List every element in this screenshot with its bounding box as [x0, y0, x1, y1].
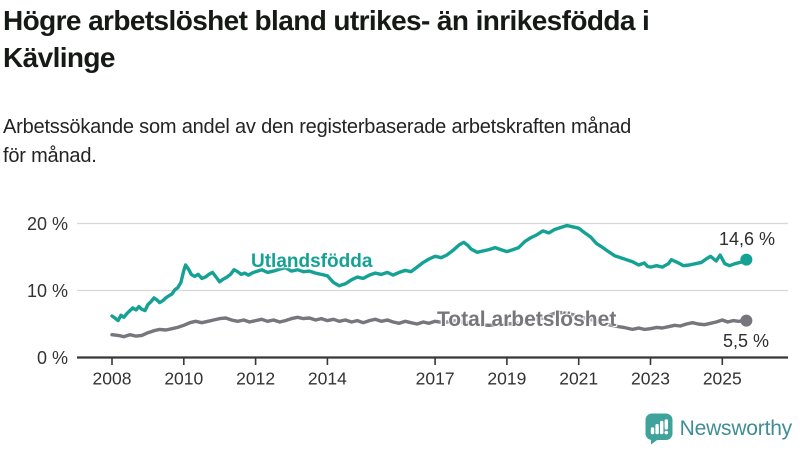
title-line-2: Kävlinge: [3, 42, 116, 73]
page-title: Högre arbetslöshet bland utrikes- än inr…: [3, 2, 650, 76]
series-label-utlandsfodda: Utlandsfödda: [251, 251, 373, 272]
x-axis-tick-label: 2008: [93, 369, 132, 389]
series-end-dot-total: [740, 314, 753, 327]
subtitle-line-2: för månad.: [3, 145, 97, 167]
newsworthy-wordmark: Newsworthy: [679, 417, 793, 440]
series-label-total-arbetsloshet: Total arbetslöshet: [437, 308, 617, 331]
x-axis-tick-label: 2025: [703, 369, 742, 389]
y-axis-tick-label: 20 %: [27, 214, 68, 234]
newsworthy-bars-icon: [645, 413, 673, 445]
y-axis-tick-label: 0 %: [37, 348, 68, 368]
title-line-1: Högre arbetslöshet bland utrikes- än inr…: [3, 5, 650, 36]
series-line-utlandsfodda: [110, 223, 749, 323]
x-axis-tick-label: 2021: [559, 369, 598, 389]
series-end-dot-utlandsfodda: [740, 253, 753, 266]
end-value-label-utlandsfodda: 14,6 %: [719, 229, 776, 249]
chart-subtitle: Arbetssökande som andel av den registerb…: [3, 113, 631, 171]
series-line-total: [110, 310, 749, 339]
x-axis-tick-label: 2017: [416, 369, 455, 389]
subtitle-line-1: Arbetssökande som andel av den registerb…: [3, 116, 632, 138]
newsworthy-logo[interactable]: Newsworthy: [645, 413, 792, 445]
y-axis-tick-label: 10 %: [27, 281, 68, 301]
x-axis-tick-label: 2014: [308, 369, 347, 389]
x-axis-tick-label: 2019: [487, 369, 526, 389]
x-axis-tick-label: 2012: [236, 369, 275, 389]
x-axis-tick-label: 2023: [631, 369, 670, 389]
x-axis-tick-label: 2010: [164, 369, 203, 389]
end-value-label-total: 5,5 %: [723, 331, 770, 351]
